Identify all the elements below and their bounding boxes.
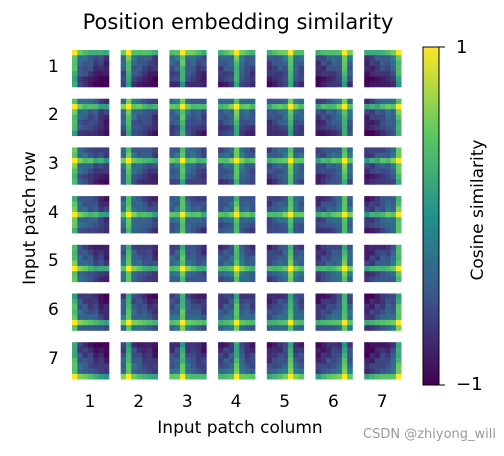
- similarity-tile-r3-c1: [72, 147, 110, 185]
- x-tick-label: 5: [279, 392, 291, 412]
- colorbar: [422, 46, 440, 386]
- similarity-tile-r7-c1: [72, 342, 110, 380]
- similarity-tile-r4-c7: [364, 196, 402, 234]
- similarity-tile-r5-c5: [266, 244, 305, 283]
- y-tick-label: 3: [48, 153, 59, 174]
- x-tick-label: 2: [133, 392, 145, 412]
- similarity-tile-r6-c1: [72, 293, 110, 331]
- similarity-tile-r5-c4: [218, 244, 256, 283]
- x-tick-label: 4: [230, 392, 242, 412]
- similarity-tile-r5-c7: [364, 244, 402, 283]
- similarity-tile-r2-c2: [120, 98, 158, 136]
- similarity-tile-r6-c5: [266, 293, 305, 331]
- similarity-tile-r7-c3: [169, 342, 207, 380]
- similarity-tile-r3-c6: [315, 147, 353, 185]
- similarity-tile-r6-c4: [218, 293, 256, 331]
- watermark: CSDN @zhiyong_will: [363, 427, 496, 442]
- similarity-tile-r2-c7: [364, 98, 402, 136]
- y-tick-label: 6: [48, 300, 59, 320]
- similarity-tile-r6-c2: [120, 293, 158, 331]
- similarity-tile-r1-c3: [169, 50, 207, 88]
- similarity-tile-r3-c2: [120, 147, 158, 185]
- colorbar-min-tick: −1: [456, 374, 483, 395]
- similarity-tile-r4-c3: [169, 196, 207, 234]
- y-tick-label: 5: [48, 251, 59, 272]
- similarity-tile-r3-c5: [266, 147, 305, 185]
- similarity-tile-r4-c6: [315, 196, 353, 234]
- similarity-tile-r3-c7: [364, 147, 402, 185]
- y-tick-label: 7: [48, 348, 59, 369]
- similarity-tile-r6-c3: [169, 293, 207, 331]
- similarity-tile-r6-c6: [315, 293, 353, 331]
- y-tick-label: 4: [48, 202, 59, 223]
- similarity-tile-r7-c2: [120, 342, 158, 380]
- x-tick-label: 1: [84, 392, 96, 412]
- similarity-tile-r2-c3: [169, 98, 207, 136]
- x-tick-label: 7: [376, 392, 388, 412]
- similarity-tile-r1-c4: [218, 50, 256, 88]
- similarity-tile-r1-c6: [315, 50, 353, 88]
- x-tick-label: 6: [328, 392, 339, 412]
- similarity-tile-r4-c5: [266, 196, 305, 234]
- y-tick-label: 1: [48, 56, 59, 77]
- similarity-tile-r7-c7: [364, 342, 402, 380]
- similarity-tile-r7-c5: [266, 342, 305, 380]
- colorbar-label: Cosine similarity: [468, 139, 488, 281]
- similarity-tile-r5-c2: [120, 244, 158, 283]
- x-axis-label: Input patch column: [157, 418, 323, 438]
- x-tick-label: 3: [181, 392, 193, 412]
- similarity-tile-r1-c1: [72, 50, 110, 88]
- similarity-tile-r2-c4: [218, 98, 256, 136]
- similarity-tile-r5-c6: [315, 244, 353, 283]
- chart-title: Position embedding similarity: [82, 10, 394, 34]
- similarity-tile-r2-c6: [315, 98, 353, 136]
- similarity-tile-r5-c1: [72, 244, 110, 283]
- similarity-tile-r3-c4: [218, 147, 256, 185]
- y-tick-label: 2: [48, 105, 59, 126]
- similarity-tile-r1-c5: [266, 50, 305, 88]
- similarity-tile-r4-c4: [218, 196, 256, 234]
- similarity-tile-r5-c3: [169, 244, 207, 283]
- y-axis-label: Input patch row: [20, 151, 40, 285]
- similarity-tile-r7-c4: [218, 342, 256, 380]
- similarity-tile-r4-c2: [120, 196, 158, 234]
- similarity-tile-r7-c6: [315, 342, 353, 380]
- similarity-tile-r2-c1: [72, 98, 110, 136]
- colorbar-max-tick: 1: [456, 37, 468, 58]
- similarity-tile-r2-c5: [266, 98, 305, 136]
- similarity-tile-r1-c2: [120, 50, 158, 88]
- similarity-tile-r6-c7: [364, 293, 402, 331]
- similarity-tile-r4-c1: [72, 196, 110, 234]
- similarity-tile-r3-c3: [169, 147, 207, 185]
- similarity-tile-r1-c7: [364, 50, 402, 88]
